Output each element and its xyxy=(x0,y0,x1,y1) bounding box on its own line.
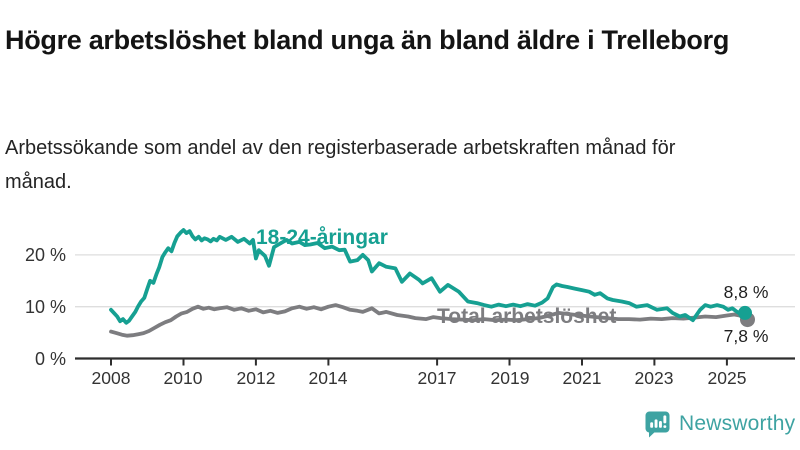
y-axis-label: 10 % xyxy=(24,297,66,317)
y-axis-label: 20 % xyxy=(24,245,66,265)
newsworthy-wordmark: Newsworthy xyxy=(679,412,796,435)
series-label-youth: 18-24-åringar xyxy=(256,226,388,249)
x-axis-label: 2017 xyxy=(417,368,457,388)
x-axis-label: 2021 xyxy=(562,368,602,388)
newsworthy-chart-bubble-icon xyxy=(643,409,672,439)
unemployment-youth-line xyxy=(109,228,747,325)
series-label-total: Total arbetslöshet xyxy=(437,305,617,328)
x-axis-label: 2010 xyxy=(163,368,203,388)
series-end-dot xyxy=(740,312,755,328)
x-axis-label: 2014 xyxy=(308,368,348,388)
x-axis-label: 2008 xyxy=(91,368,131,388)
page-title: Högre arbetslöshet bland unga än bland ä… xyxy=(5,25,730,56)
end-value-label-youth: 8,8 % xyxy=(723,282,769,302)
page-subtitle: Arbetssökande som andel av den registerb… xyxy=(5,137,676,194)
x-axis-label: 2012 xyxy=(236,368,276,388)
x-axis-label: 2019 xyxy=(490,368,530,388)
newsworthy-logo[interactable]: Newsworthy xyxy=(643,409,795,439)
y-axis-label: 0 % xyxy=(34,349,66,369)
x-axis-label: 2025 xyxy=(707,368,747,388)
series-end-dot xyxy=(738,305,752,320)
unemployment-total-line xyxy=(109,303,747,338)
x-axis-label: 2023 xyxy=(634,368,674,388)
end-value-label-total: 7,8 % xyxy=(723,326,769,346)
